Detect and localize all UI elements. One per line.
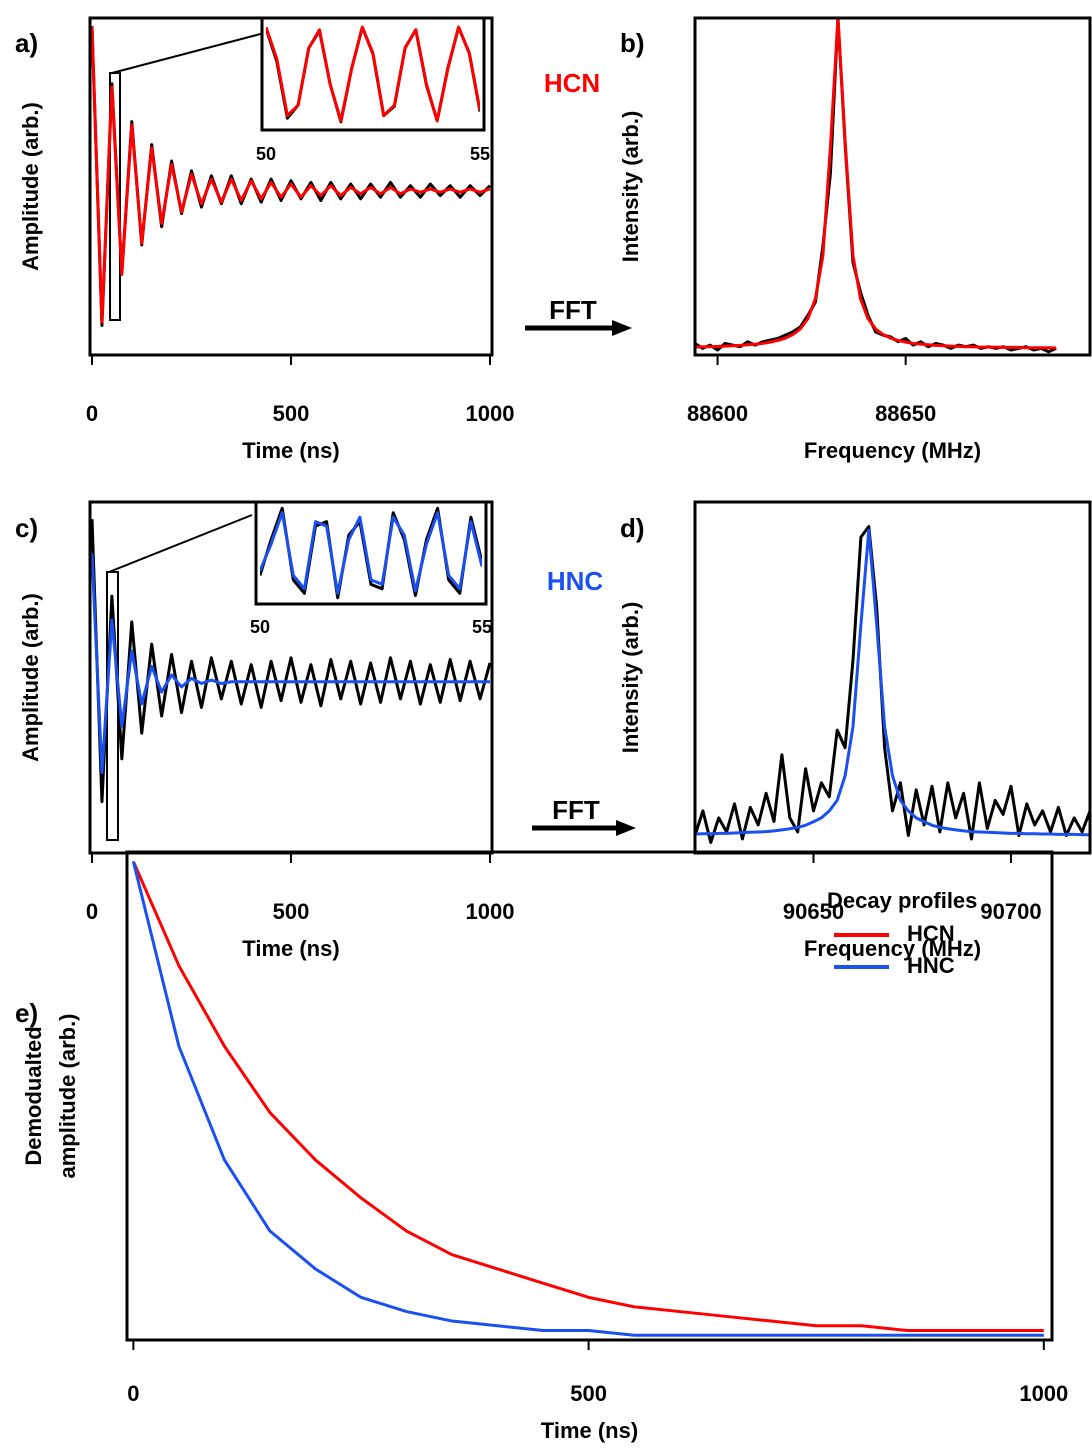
x-axis-label: Time (ns) (541, 1418, 638, 1443)
molecule-label: HCN (544, 68, 600, 98)
y-axis-label: Amplitude (arb.) (18, 593, 43, 762)
x-tick-label: 500 (273, 401, 310, 426)
x-axis-label: Frequency (MHz) (804, 438, 981, 463)
inset-background (262, 18, 484, 130)
y-axis-label: amplitude (arb.) (55, 1013, 80, 1178)
panel-label: c) (15, 513, 38, 543)
zoom-connector (111, 31, 269, 74)
data-line (695, 525, 1090, 844)
y-axis-label: Demodualted (21, 1026, 46, 1165)
legend-title: Decay profiles (827, 888, 977, 913)
inset-tick-label: 55 (470, 144, 490, 164)
data-line (695, 18, 1057, 354)
molecule-label: HNC (547, 566, 604, 596)
data-line (266, 25, 480, 123)
x-tick-label: 1000 (466, 899, 515, 924)
panel-label: a) (15, 28, 38, 58)
fft-label: FFT (549, 295, 597, 325)
fft-label: FFT (552, 795, 600, 825)
x-tick-label: 90650 (783, 899, 844, 924)
inset-tick-label: 50 (256, 144, 276, 164)
fft-arrowhead (616, 820, 636, 836)
data-line (131, 860, 1044, 1333)
inset-tick-label: 50 (250, 617, 270, 637)
x-axis-label: Frequency (MHz) (804, 936, 981, 961)
panel-label: d) (620, 513, 645, 543)
x-tick-label: 500 (570, 1381, 607, 1406)
x-tick-label: 0 (127, 1381, 139, 1406)
data-line (90, 26, 491, 324)
plot-frame (693, 16, 1092, 357)
y-axis-label: Intensity (arb.) (618, 602, 643, 754)
data-line (695, 18, 1057, 350)
zoom-connector (108, 514, 253, 573)
x-tick-label: 500 (273, 899, 310, 924)
inset-tick-label: 55 (472, 617, 492, 637)
inset-frame (254, 500, 488, 606)
panel-label: b) (620, 28, 645, 58)
x-tick-label: 90700 (980, 899, 1041, 924)
data-line (90, 553, 491, 775)
data-line (131, 861, 1044, 1337)
legend-label: HCN (907, 921, 955, 946)
x-tick-label: 1000 (466, 401, 515, 426)
data-line (90, 519, 492, 804)
data-line (695, 528, 1090, 837)
x-axis-label: Time (ns) (242, 438, 339, 463)
x-axis-label: Time (ns) (242, 936, 339, 961)
y-axis-label: Amplitude (arb.) (18, 102, 43, 271)
fft-arrowhead (612, 320, 632, 336)
inset-background (256, 502, 486, 604)
x-tick-label: 0 (86, 899, 98, 924)
x-tick-label: 88600 (687, 401, 748, 426)
data-line (260, 511, 482, 595)
x-tick-label: 1000 (1019, 1381, 1068, 1406)
x-tick-label: 0 (86, 401, 98, 426)
x-tick-label: 88650 (875, 401, 936, 426)
legend-label: HNC (907, 953, 955, 978)
inset-frame (260, 16, 486, 132)
y-axis-label: Intensity (arb.) (618, 111, 643, 263)
panel-label: e) (15, 998, 38, 1028)
